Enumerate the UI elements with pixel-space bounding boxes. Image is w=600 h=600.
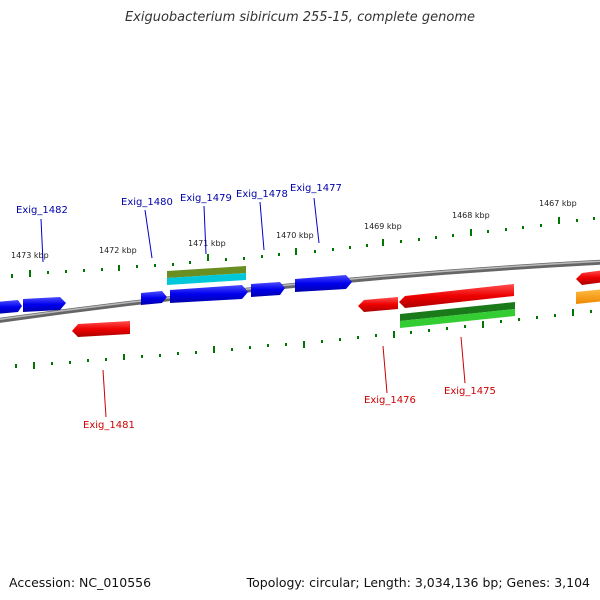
rna-feature-light-green[interactable] [400,309,515,328]
rna-feature-olive[interactable] [167,266,246,278]
reverse-genes [72,270,600,337]
gene-label-exig-1482[interactable]: Exig_1482 [16,205,68,216]
tick-label-1469: 1469 kbp [364,222,402,231]
gene-arrow-exig-1475[interactable] [399,284,514,308]
gene-arrow-exig-1476[interactable] [358,297,398,312]
tick-label-1467: 1467 kbp [539,199,577,208]
tick-label-1468: 1468 kbp [452,211,490,220]
tick-label-1470: 1470 kbp [276,231,314,240]
tick-label-1473: 1473 kbp [11,251,49,260]
gene-arrow-exig-1482[interactable] [23,297,66,312]
gene-arrow-exig-1481[interactable] [72,321,130,337]
upper-ticks [11,217,595,278]
gene-label-exig-1480[interactable]: Exig_1480 [121,197,173,208]
gene-arrow-exig-1480[interactable] [141,291,167,305]
tick-label-1471: 1471 kbp [188,239,226,248]
gene-label-exig-1481[interactable]: Exig_1481 [83,420,135,431]
gene-label-exig-1479[interactable]: Exig_1479 [180,193,232,204]
gene-arrow-exig-1479[interactable] [170,285,248,303]
forward-genes [0,275,352,314]
lower-ticks [15,309,592,369]
gene-label-exig-1477[interactable]: Exig_1477 [290,183,342,194]
gene-arrow-exig-1477[interactable] [295,275,352,292]
accession-text: Accession: NC_010556 [9,575,152,590]
map-title: Exiguobacterium sibiricum 255-15, comple… [124,10,476,25]
gene-arrow-edge-right[interactable] [576,270,600,285]
gene-arrow-edge-left[interactable] [0,300,22,314]
genome-summary: Topology: circular; Length: 3,034,136 bp… [246,575,590,590]
gene-arrow-orange[interactable] [576,289,600,304]
gene-arrow-exig-1478[interactable] [251,282,285,297]
gene-label-exig-1475[interactable]: Exig_1475 [444,386,496,397]
forward-leader-lines [40,197,320,263]
tick-label-1472: 1472 kbp [99,246,137,255]
gene-label-exig-1476[interactable]: Exig_1476 [364,395,416,406]
reverse-leader-lines [102,336,466,418]
gene-label-exig-1478[interactable]: Exig_1478 [236,189,288,200]
rna-feature-dark-green[interactable] [400,302,515,321]
rna-feature-cyan[interactable] [167,273,246,285]
